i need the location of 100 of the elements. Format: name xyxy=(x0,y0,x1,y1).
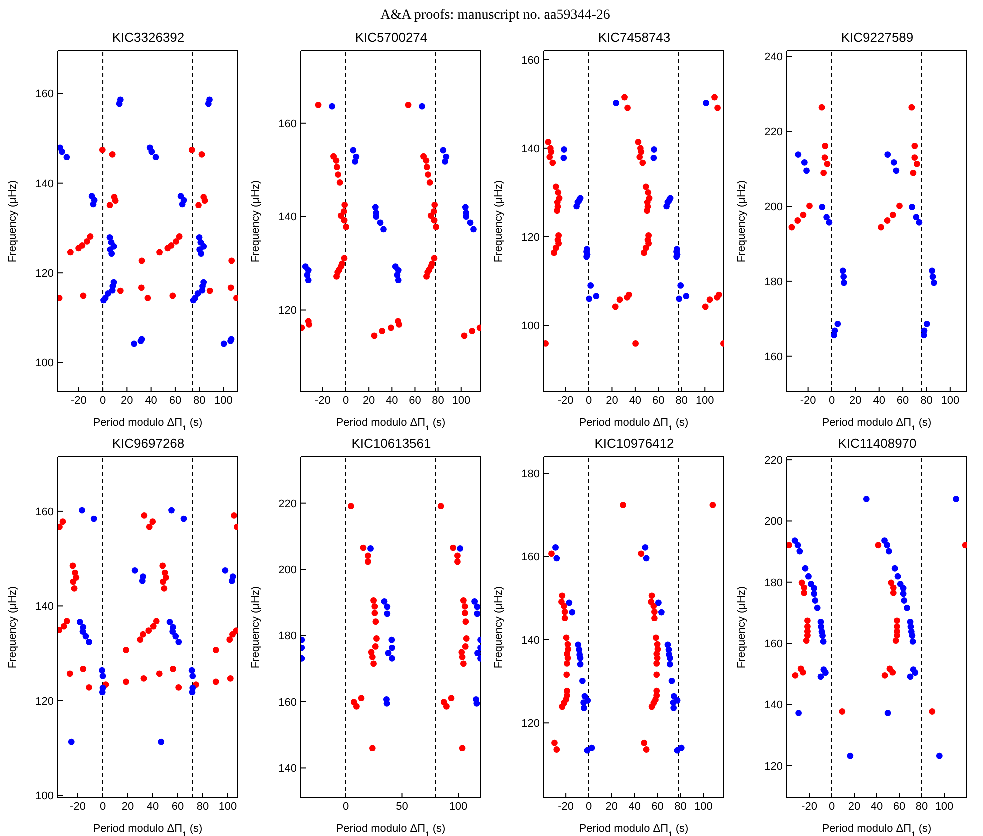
x-tick-label: -20 xyxy=(70,394,87,407)
x-tick-label: 0 xyxy=(342,394,350,407)
y-tick-label: 160 xyxy=(764,638,783,650)
y-axis-title: Frequency (μHz) xyxy=(250,180,262,263)
x-tick-label: 100 xyxy=(694,800,713,813)
x-tick-label: 100 xyxy=(696,394,714,407)
y-tick-label: 120 xyxy=(36,268,54,280)
y-tick-label: 100 xyxy=(36,358,54,370)
y-tick-label: 180 xyxy=(522,468,540,481)
x-tick-label: 40 xyxy=(146,800,160,813)
x-tick-label: 40 xyxy=(386,394,398,407)
chart-title: KIC3326392 xyxy=(111,30,186,47)
text: A&A proofs: manuscript no. aa59344-26 xyxy=(380,8,610,23)
x-tick-label: 40 xyxy=(145,394,158,407)
x-tick-label: 40 xyxy=(629,394,642,407)
y-axis-title: Frequency (μHz) xyxy=(493,586,505,669)
x-tick-label: 40 xyxy=(873,394,886,407)
y-tick-label: 140 xyxy=(522,634,540,647)
x-tick-label: 80 xyxy=(916,800,928,813)
chart-title: KIC9227589 xyxy=(840,30,915,47)
y-tick-label: 120 xyxy=(764,760,783,773)
x-tick-label: 20 xyxy=(121,394,134,407)
y-tick-label: 240 xyxy=(764,52,783,64)
x-tick-label: 0 xyxy=(586,800,592,813)
x-tick-label: 40 xyxy=(870,800,884,813)
y-tick-label: 200 xyxy=(764,516,783,528)
x-tick-label: 80 xyxy=(920,394,933,407)
x-tick-label: 0 xyxy=(828,800,836,813)
x-tick-label: -20 xyxy=(558,800,574,813)
x-tick-label: 0 xyxy=(100,800,106,813)
y-axis-title: Frequency (μHz) xyxy=(493,180,505,263)
x-tick-label: -20 xyxy=(314,394,331,407)
x-tick-label: 60 xyxy=(652,800,664,813)
y-tick-label: 160 xyxy=(278,118,297,130)
x-tick-label: 60 xyxy=(409,394,422,407)
y-tick-label: 120 xyxy=(36,696,54,708)
y-tick-label: 160 xyxy=(764,351,783,364)
x-tick-label: -20 xyxy=(558,394,574,407)
y-tick-label: 180 xyxy=(764,276,783,288)
x-tick-label: 80 xyxy=(674,800,687,813)
y-tick-label: 140 xyxy=(36,601,54,614)
x-tick-label: 60 xyxy=(172,800,184,813)
y-axis-title: Frequency (μHz) xyxy=(7,586,19,669)
y-tick-label: 180 xyxy=(278,630,297,643)
y-tick-label: 100 xyxy=(36,790,54,803)
x-tick-label: 40 xyxy=(628,800,641,813)
y-tick-label: 220 xyxy=(278,498,297,510)
x-tick-label: 0 xyxy=(342,800,350,813)
chart-title: KIC7458743 xyxy=(597,30,672,47)
y-tick-label: 160 xyxy=(36,88,54,101)
y-tick-label: 120 xyxy=(522,718,540,730)
y-tick-label: 200 xyxy=(764,201,783,214)
y-tick-label: 140 xyxy=(764,700,783,712)
y-tick-label: 120 xyxy=(522,232,540,244)
y-axis-title: Frequency (μHz) xyxy=(736,180,748,263)
chart-title: KIC9697268 xyxy=(111,436,186,453)
y-tick-label: 160 xyxy=(36,506,54,518)
x-tick-label: 50 xyxy=(396,800,408,813)
x-tick-label: 0 xyxy=(828,394,836,407)
x-tick-label: 20 xyxy=(606,800,618,813)
x-tick-label: 80 xyxy=(196,800,210,813)
x-tick-label: 60 xyxy=(169,394,182,407)
x-tick-label: 60 xyxy=(652,394,665,407)
x-tick-label: 20 xyxy=(848,800,861,813)
y-tick-label: 140 xyxy=(36,178,54,190)
x-tick-label: 60 xyxy=(896,394,910,407)
x-tick-label: 80 xyxy=(193,394,206,407)
x-tick-label: 80 xyxy=(676,394,688,407)
y-tick-label: 100 xyxy=(522,320,540,332)
x-tick-label: 100 xyxy=(218,800,238,813)
x-tick-label: 100 xyxy=(449,800,468,813)
y-tick-label: 220 xyxy=(764,454,783,467)
x-tick-label: 100 xyxy=(941,394,960,407)
y-tick-label: 160 xyxy=(278,696,297,709)
x-tick-label: -20 xyxy=(802,800,818,813)
y-tick-label: 140 xyxy=(522,143,540,156)
y-tick-label: 140 xyxy=(278,763,297,776)
x-tick-label: 100 xyxy=(452,394,471,407)
chart-title: KIC10613561 xyxy=(350,436,432,453)
y-axis-title: Frequency (μHz) xyxy=(736,586,748,669)
y-tick-label: 180 xyxy=(764,577,783,590)
x-tick-label: 60 xyxy=(893,800,906,813)
x-tick-label: 80 xyxy=(432,394,444,407)
y-tick-label: 220 xyxy=(764,126,783,138)
y-axis-title: Frequency (μHz) xyxy=(7,180,19,263)
y-tick-label: 160 xyxy=(522,552,540,564)
y-tick-label: 160 xyxy=(522,54,540,67)
x-tick-label: 0 xyxy=(586,394,592,407)
x-tick-label: 20 xyxy=(606,394,618,407)
y-axis-title: Frequency (μHz) xyxy=(250,586,262,669)
x-tick-label: 20 xyxy=(362,394,376,407)
y-tick-label: 140 xyxy=(278,212,297,224)
y-tick-label: 200 xyxy=(278,564,297,576)
x-tick-label: 20 xyxy=(850,394,862,407)
x-tick-label: 0 xyxy=(100,394,106,407)
y-tick-label: 120 xyxy=(278,305,297,318)
x-tick-label: 100 xyxy=(214,394,233,407)
chart-title: KIC11408970 xyxy=(837,436,918,453)
x-tick-label: -20 xyxy=(70,800,86,813)
x-tick-label: -20 xyxy=(800,394,816,407)
